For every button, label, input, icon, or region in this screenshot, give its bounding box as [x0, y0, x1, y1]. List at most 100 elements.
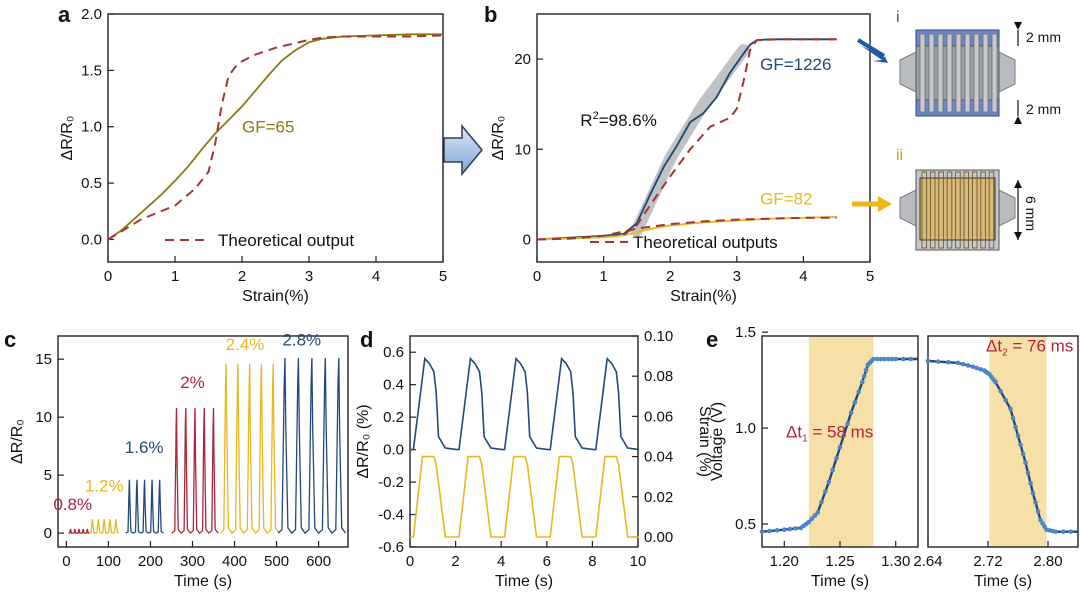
x-tick-label: 2 [451, 553, 459, 570]
y2-axis-label: Strain (%) [696, 406, 713, 477]
data-point [1008, 406, 1013, 412]
series-theory [107, 34, 444, 241]
data-point [1025, 470, 1031, 476]
x-tick-label: 1.20 [770, 553, 799, 570]
x-tick-label: 2.80 [1033, 553, 1062, 570]
sensor-stripe [946, 171, 953, 249]
annotation-gf: GF=65 [242, 117, 294, 136]
panel-b: 0 1 2 3 4 501020Strain(%)ΔR/R₀GF=1226R2=98.6%… [490, 13, 874, 305]
data-point [970, 364, 976, 369]
annotation-dt: Δt1 = 58 ms [786, 423, 873, 445]
y-tick-label: -0.2 [378, 474, 404, 491]
x-tick-label: 2 [666, 268, 674, 285]
sensor-stripe [955, 33, 962, 113]
strain-series [410, 455, 640, 538]
schematic-ii-stripes [921, 171, 995, 249]
data-point [861, 373, 867, 379]
sensor-stripe [928, 33, 935, 113]
pulse-series [277, 357, 347, 535]
y2-tick-label: 0.00 [644, 529, 673, 546]
plot-frame [409, 335, 639, 548]
x-tick-label: 500 [264, 553, 289, 570]
x-axis-label: Strain(%) [670, 288, 737, 305]
data-point [856, 389, 862, 395]
data-point [787, 526, 793, 532]
data-point [822, 489, 828, 494]
panel-a: 0 1 2 3 4 5 0.0 0.5 1.0 1.5 2.0 Strain(%) ΔR/R₀ GF=65… [59, 6, 447, 305]
group-label: 1.6% [125, 438, 164, 457]
annotation-r2-rest: =98.6% [599, 111, 657, 130]
panel-label-a: a [58, 2, 71, 27]
data-point [874, 356, 880, 362]
y-tick-label: 10 [35, 409, 52, 426]
x-tick-label: 2.72 [973, 553, 1002, 570]
x-tick-label: 300 [180, 553, 205, 570]
x-tick-label: 400 [222, 553, 247, 570]
data-point [809, 516, 815, 522]
panel-label-b: b [484, 2, 497, 27]
annotation-dt-rest: = 58 ms [808, 423, 874, 442]
y-tick-label: 15 [35, 351, 52, 368]
x-tick-label: 0 [62, 553, 70, 570]
x-tick-label: 2 [238, 268, 246, 285]
data-point [1020, 451, 1026, 457]
schematic-ii-arrow [878, 196, 892, 212]
y-axis-label: Voltage (V) [709, 402, 726, 481]
data-point [1035, 509, 1041, 514]
data-point [946, 359, 951, 365]
data-point [993, 379, 998, 385]
panel-label-c: c [4, 327, 16, 352]
x-tick-label: 6 [543, 553, 551, 570]
plot-frame [927, 335, 1079, 548]
data-point [889, 356, 895, 362]
pulse-series [219, 363, 280, 535]
data-point [806, 519, 812, 525]
schematic-i-stripes [919, 33, 998, 113]
schematic-ii: ii 6 mm [852, 147, 1039, 251]
data-point [1053, 529, 1058, 534]
annotation-dt-sub: 1 [802, 434, 808, 445]
data-point [815, 510, 821, 515]
group-label: 1.2% [85, 476, 124, 495]
y-tick-label: 0.5 [81, 175, 102, 192]
data-point [935, 359, 941, 364]
data-point [925, 358, 931, 364]
pulse-series [68, 528, 90, 534]
y-tick-label: 0.0 [383, 442, 404, 459]
x-tick-label: 4 [497, 553, 505, 570]
data-point [863, 367, 869, 373]
data-point [830, 467, 835, 473]
annotation-dt-main: Δt [786, 423, 802, 442]
y-tick-label: 2.0 [81, 6, 102, 23]
x-axis-label: Strain(%) [242, 288, 309, 305]
data-point [1018, 442, 1023, 448]
schematic-i-clip-right [998, 51, 1016, 93]
data-point [978, 366, 983, 372]
sensor-stripe [988, 171, 995, 249]
data-point [845, 421, 850, 427]
series-low-GF [536, 215, 837, 241]
y-tick-label: 0 [523, 231, 531, 248]
annotation-dt-rest: = 76 ms [1008, 336, 1074, 355]
schematic-ii-label: ii [896, 147, 903, 164]
x-tick-label: 600 [306, 553, 331, 570]
panel-e1: 1.20 1.25 1.30 0.5 1.0 1.5 Time (s) Voltage (V)… [709, 324, 919, 590]
sensor-stripe [980, 171, 986, 249]
data-point [1068, 529, 1074, 534]
panel-c: 0 100 200 300 400 500 600 0 5 10 15 Time (s) ΔR/R₀ 0.… [9, 330, 349, 590]
fit-band [630, 44, 750, 237]
sensor-stripe [919, 33, 926, 113]
schematic-i: i 2 mm 2 mm [856, 9, 1061, 124]
data-point [834, 456, 839, 461]
x-axis-label: Time (s) [174, 573, 232, 590]
panel-d: 0 2 4 6 8 10 -0.6 -0.4 -0.2 0.0 0.2 0.4 0.6 Time (s) Δ… [355, 328, 713, 590]
annotation-dt-main: Δt [986, 336, 1002, 355]
group-label: 2.8% [282, 330, 321, 349]
y-tick-label: 5 [44, 467, 52, 484]
y-tick-label: 10 [514, 141, 531, 158]
x-tick-label: 8 [588, 553, 596, 570]
data-point [974, 365, 980, 371]
annotation-gf-high: GF=1226 [760, 55, 831, 74]
x-tick-label: 0 [533, 268, 541, 285]
